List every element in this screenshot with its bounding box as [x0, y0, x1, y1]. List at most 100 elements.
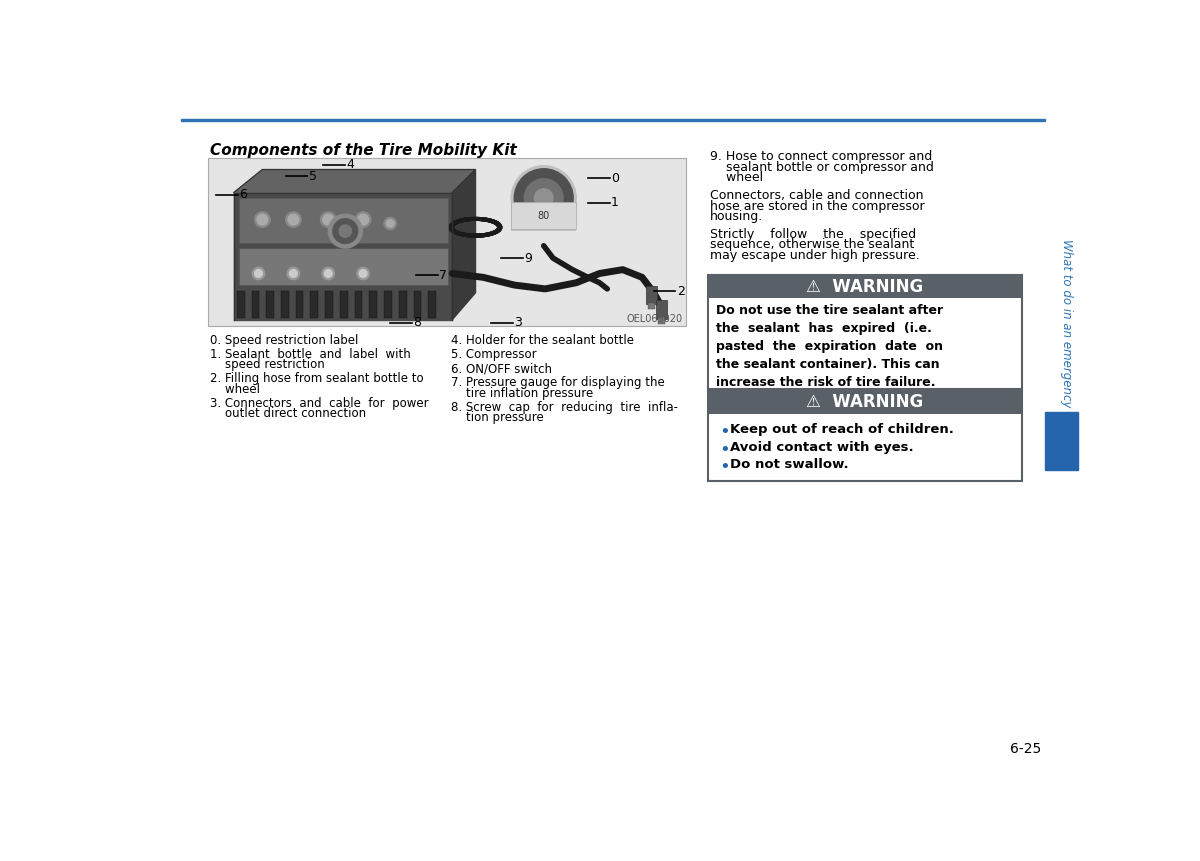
Bar — [656, 300, 667, 319]
Bar — [325, 291, 332, 319]
Text: Connectors, cable and connection: Connectors, cable and connection — [709, 189, 923, 202]
Bar — [658, 318, 665, 324]
Circle shape — [287, 267, 300, 280]
Circle shape — [252, 267, 265, 280]
Text: 7: 7 — [439, 269, 448, 282]
Bar — [266, 291, 274, 319]
Text: 9: 9 — [524, 251, 533, 264]
Text: sequence, otherwise the sealant: sequence, otherwise the sealant — [709, 238, 914, 251]
Circle shape — [254, 212, 270, 227]
Text: 80: 80 — [538, 211, 550, 220]
Text: 5. Compressor: 5. Compressor — [451, 348, 536, 361]
Text: Strictly    follow    the    specified: Strictly follow the specified — [709, 228, 916, 241]
Text: Components of the Tire Mobility Kit: Components of the Tire Mobility Kit — [210, 143, 517, 158]
Circle shape — [384, 217, 396, 230]
Text: 6-25: 6-25 — [1010, 742, 1042, 756]
Bar — [428, 291, 436, 319]
Text: tire inflation pressure: tire inflation pressure — [451, 387, 593, 400]
Text: 3: 3 — [515, 316, 522, 329]
Text: Avoid contact with eyes.: Avoid contact with eyes. — [730, 441, 913, 454]
Bar — [398, 291, 407, 319]
Text: 8. Screw  cap  for  reducing  tire  infla-: 8. Screw cap for reducing tire infla- — [451, 401, 678, 414]
Text: •: • — [719, 423, 730, 441]
Bar — [340, 291, 348, 319]
Bar — [355, 291, 362, 319]
Bar — [1045, 412, 1078, 470]
Circle shape — [286, 212, 301, 227]
Text: 4: 4 — [346, 158, 354, 171]
Circle shape — [356, 267, 370, 280]
Circle shape — [511, 165, 576, 231]
Text: 9. Hose to connect compressor and: 9. Hose to connect compressor and — [709, 151, 932, 164]
Text: 6: 6 — [239, 189, 247, 201]
Bar — [239, 198, 449, 243]
Text: 1. Sealant  bottle  and  label  with: 1. Sealant bottle and label with — [210, 348, 412, 361]
Bar — [252, 291, 259, 319]
Text: 5: 5 — [308, 170, 317, 183]
Text: 7. Pressure gauge for displaying the: 7. Pressure gauge for displaying the — [451, 376, 665, 389]
Bar — [414, 291, 421, 319]
Circle shape — [355, 212, 371, 227]
Bar — [384, 291, 391, 319]
Bar — [708, 275, 1022, 298]
Circle shape — [288, 214, 299, 225]
Circle shape — [329, 214, 362, 248]
Circle shape — [386, 220, 394, 227]
Text: housing.: housing. — [709, 210, 763, 223]
Text: may escape under high pressure.: may escape under high pressure. — [709, 249, 919, 262]
Circle shape — [289, 269, 298, 277]
Text: Do not use the tire sealant after
the  sealant  has  expired  (i.e.
pasted  the : Do not use the tire sealant after the se… — [715, 304, 943, 389]
Polygon shape — [234, 170, 475, 193]
Text: 3. Connectors  and  cable  for  power: 3. Connectors and cable for power — [210, 397, 430, 410]
Bar — [648, 303, 655, 309]
Circle shape — [524, 179, 563, 217]
Bar — [239, 248, 449, 285]
Circle shape — [323, 214, 334, 225]
Text: ⚠  WARNING: ⚠ WARNING — [806, 277, 924, 295]
Bar — [646, 286, 656, 304]
Circle shape — [257, 214, 268, 225]
Circle shape — [359, 269, 367, 277]
Polygon shape — [234, 193, 452, 319]
Text: tion pressure: tion pressure — [451, 412, 544, 424]
Text: What to do in an emergency: What to do in an emergency — [1061, 239, 1073, 408]
Text: wheel: wheel — [709, 171, 763, 184]
Circle shape — [534, 189, 553, 208]
Text: •: • — [719, 458, 730, 476]
Bar — [511, 193, 576, 231]
Text: hose are stored in the compressor: hose are stored in the compressor — [709, 200, 924, 213]
Circle shape — [340, 225, 352, 238]
Text: 4. Holder for the sealant bottle: 4. Holder for the sealant bottle — [451, 333, 634, 346]
Bar — [511, 201, 576, 229]
Bar — [370, 291, 377, 319]
Text: •: • — [719, 441, 730, 459]
Circle shape — [324, 269, 332, 277]
Text: ⚠  WARNING: ⚠ WARNING — [806, 393, 924, 411]
Bar — [281, 291, 289, 319]
Text: wheel: wheel — [210, 383, 260, 396]
Text: 0. Speed restriction label: 0. Speed restriction label — [210, 333, 359, 346]
Text: 1: 1 — [611, 196, 619, 209]
Circle shape — [320, 212, 336, 227]
Circle shape — [254, 269, 263, 277]
Text: sealant bottle or compressor and: sealant bottle or compressor and — [709, 161, 934, 174]
Text: OEL069020: OEL069020 — [626, 313, 683, 324]
Circle shape — [332, 219, 358, 244]
Text: 6. ON/OFF switch: 6. ON/OFF switch — [451, 362, 552, 375]
Text: Do not swallow.: Do not swallow. — [730, 458, 848, 471]
Text: 6: 6 — [1051, 427, 1072, 455]
Text: outlet direct connection: outlet direct connection — [210, 407, 366, 420]
Bar — [181, 119, 1045, 121]
Bar — [311, 291, 318, 319]
Text: 8: 8 — [414, 316, 421, 329]
Bar — [236, 291, 245, 319]
Text: 0: 0 — [611, 171, 619, 184]
Text: 2: 2 — [677, 285, 685, 298]
Bar — [295, 291, 304, 319]
Circle shape — [322, 267, 335, 280]
Circle shape — [358, 214, 368, 225]
Bar — [708, 275, 1022, 389]
Bar — [708, 391, 1022, 413]
Text: 2. Filling hose from sealant bottle to: 2. Filling hose from sealant bottle to — [210, 373, 424, 386]
Text: Keep out of reach of children.: Keep out of reach of children. — [730, 423, 954, 436]
